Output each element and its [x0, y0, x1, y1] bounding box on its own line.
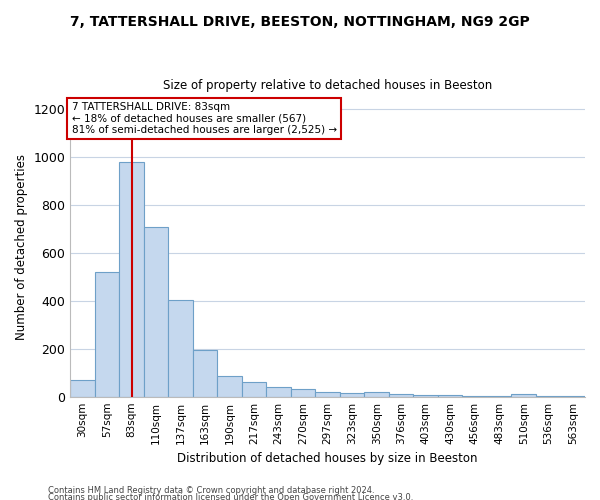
Bar — [95, 272, 119, 396]
Text: Contains HM Land Registry data © Crown copyright and database right 2024.: Contains HM Land Registry data © Crown c… — [48, 486, 374, 495]
Bar — [266, 386, 291, 396]
Text: Contains public sector information licensed under the Open Government Licence v3: Contains public sector information licen… — [48, 494, 413, 500]
Bar — [144, 226, 169, 396]
Bar — [193, 350, 217, 397]
Text: 7, TATTERSHALL DRIVE, BEESTON, NOTTINGHAM, NG9 2GP: 7, TATTERSHALL DRIVE, BEESTON, NOTTINGHA… — [70, 15, 530, 29]
Bar — [70, 380, 95, 396]
Bar — [389, 394, 413, 396]
Text: 7 TATTERSHALL DRIVE: 83sqm
← 18% of detached houses are smaller (567)
81% of sem: 7 TATTERSHALL DRIVE: 83sqm ← 18% of deta… — [71, 102, 337, 136]
Bar — [511, 394, 536, 396]
Bar — [119, 162, 144, 396]
Bar — [364, 392, 389, 396]
Y-axis label: Number of detached properties: Number of detached properties — [15, 154, 28, 340]
Bar — [316, 392, 340, 396]
Bar — [169, 300, 193, 396]
Bar — [291, 389, 316, 396]
Bar — [242, 382, 266, 396]
X-axis label: Distribution of detached houses by size in Beeston: Distribution of detached houses by size … — [178, 452, 478, 465]
Title: Size of property relative to detached houses in Beeston: Size of property relative to detached ho… — [163, 79, 492, 92]
Bar — [217, 376, 242, 396]
Bar — [340, 392, 364, 396]
